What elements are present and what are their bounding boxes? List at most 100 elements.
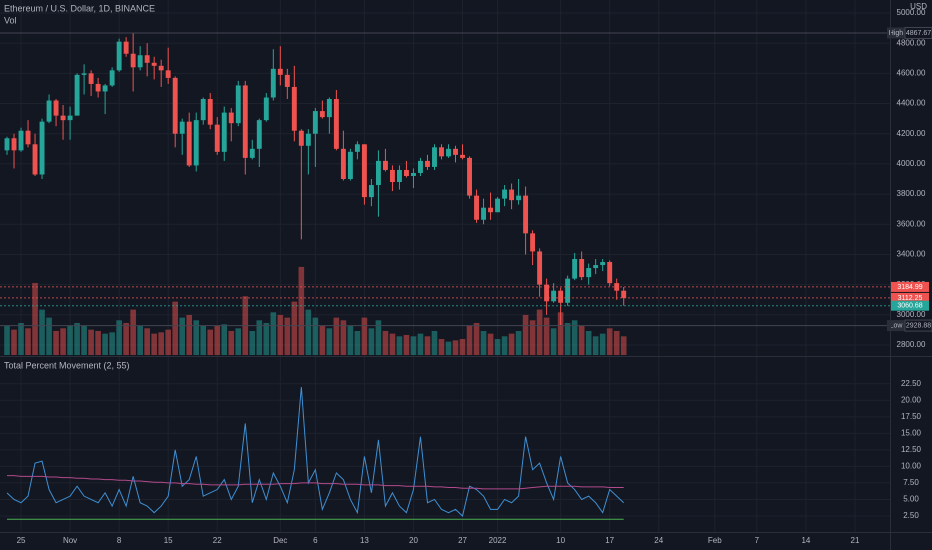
candle-body [270, 68, 276, 98]
volume-bar [480, 330, 487, 355]
volume-bar [284, 317, 291, 355]
candle-body [460, 154, 465, 158]
volume-bar [172, 301, 178, 355]
y-tick-label: 4200.00 [897, 129, 926, 138]
candle-body [137, 55, 143, 68]
axis-layer: 2800.003000.003200.003400.003600.003800.… [0, 8, 932, 545]
candle-body [179, 121, 185, 134]
volume-bar [550, 328, 557, 355]
indicator-layer [6, 387, 625, 520]
x-tick-label: 17 [605, 536, 614, 545]
candle-body [81, 73, 87, 75]
volume-bar [417, 333, 424, 355]
candle-body [25, 130, 31, 145]
x-tick-label: 6 [313, 536, 318, 545]
y-tick-label: 4600.00 [897, 68, 926, 77]
volume-bar [53, 330, 59, 355]
volume-bar [74, 322, 80, 355]
candle-body [558, 290, 564, 303]
candle-body [305, 133, 311, 146]
candle-body [319, 111, 325, 118]
x-tick-label: 21 [851, 536, 860, 545]
candle-body [368, 185, 374, 198]
candle-body [446, 148, 451, 157]
volume-bar [312, 317, 319, 355]
price-tag-bg [891, 281, 929, 292]
volume-bar [424, 336, 431, 355]
grid [0, 0, 890, 533]
candle-body [467, 157, 472, 196]
candle-body [158, 65, 164, 71]
x-tick-label: Feb [708, 536, 722, 545]
x-tick-label: 15 [164, 536, 173, 545]
volume-bar [46, 317, 52, 355]
candle-body [144, 55, 150, 63]
volume-bar [319, 325, 326, 355]
price-tag: 3112.25 [898, 295, 923, 302]
volume-bar [347, 325, 354, 355]
extreme-value-bg [904, 26, 932, 39]
candle-body [565, 278, 571, 303]
volume-bar [354, 330, 361, 355]
volume-bar [137, 325, 143, 355]
candle-body [46, 100, 52, 122]
y-tick-label: 3800.00 [897, 189, 926, 198]
y-tick-label: 3000.00 [897, 310, 926, 319]
x-tick-label: 2022 [489, 536, 507, 545]
indicator-title: Total Percent Movement (2, 55) [4, 360, 130, 370]
candle-body [123, 41, 129, 54]
volume-bar [256, 320, 263, 355]
candle-layer [4, 32, 627, 326]
volume-bar [32, 282, 38, 355]
volume-bar [151, 333, 157, 355]
volume-bar [375, 320, 382, 355]
volume-bar [25, 328, 31, 355]
volume-bar [445, 341, 452, 355]
candle-body [621, 290, 627, 298]
volume-bar [557, 312, 564, 355]
candle-body [432, 147, 437, 167]
candle-body [200, 99, 206, 121]
candle-body [60, 115, 66, 121]
volume-bar [340, 320, 347, 355]
x-tick-label: 7 [755, 536, 760, 545]
x-tick-label: 14 [801, 536, 810, 545]
candle-body [607, 262, 613, 284]
volume-bar [95, 330, 101, 355]
x-tick-label: 13 [360, 536, 369, 545]
candle-body [411, 172, 416, 176]
candle-body [516, 195, 522, 201]
extreme-tag-bg [887, 320, 905, 332]
volume-bar [543, 317, 550, 355]
volume-bar [410, 336, 417, 355]
candle-body [53, 100, 59, 116]
candle-body [95, 83, 101, 92]
candle-body [453, 148, 458, 155]
candle-body [551, 290, 557, 302]
x-tick-label: 24 [654, 536, 663, 545]
candle-body [523, 195, 529, 234]
candle-body [67, 115, 73, 121]
volume-bar [144, 328, 150, 355]
volume-bar [193, 320, 200, 355]
volume-bar [305, 309, 312, 355]
x-tick-label: Nov [63, 536, 77, 545]
candle-body [116, 41, 122, 71]
candle-body [495, 198, 501, 213]
x-tick-label: 22 [213, 536, 222, 545]
candle-body [347, 151, 353, 180]
candle-body [263, 97, 269, 121]
x-tick-label: 20 [409, 536, 418, 545]
candle-body [291, 86, 297, 131]
volume-bar [277, 314, 284, 355]
volume-bar [81, 325, 87, 355]
candle-body [509, 189, 515, 201]
volume-bar [606, 328, 613, 355]
candle-body [544, 284, 550, 302]
volume-bar [438, 338, 445, 355]
volume-bar [179, 317, 186, 355]
candle-body [165, 70, 171, 78]
y-tick-label: 5000.00 [897, 8, 926, 17]
volume-bar [4, 325, 10, 355]
